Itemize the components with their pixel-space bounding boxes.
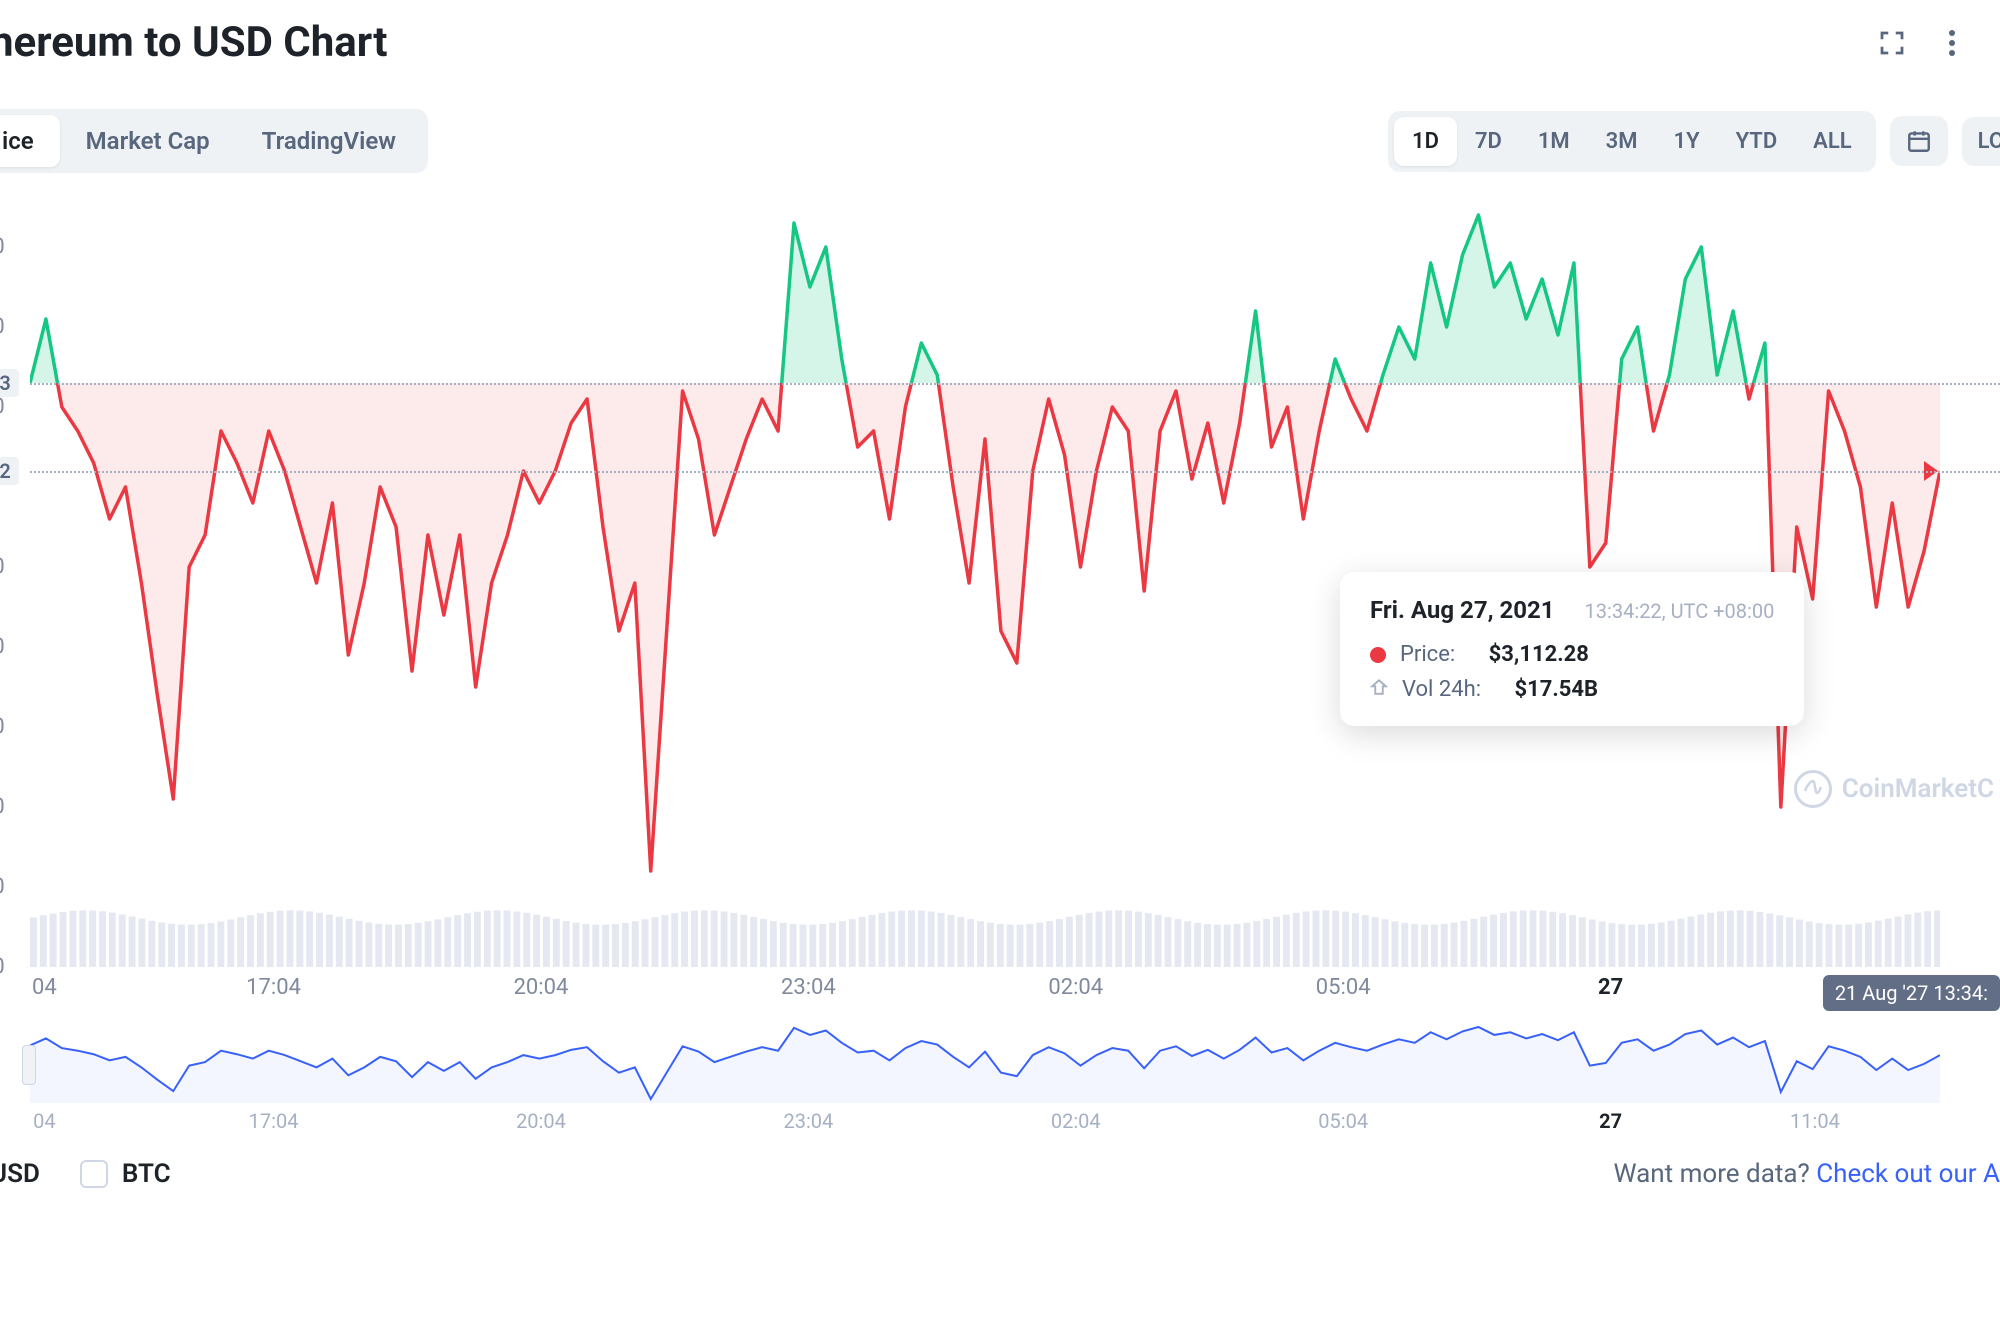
- tab-tradingview[interactable]: TradingView: [236, 115, 422, 167]
- y-tick-label: 80: [0, 715, 5, 740]
- range-1d[interactable]: 1D: [1394, 117, 1457, 166]
- fullscreen-icon[interactable]: [1874, 25, 1910, 61]
- x-tick-label: 27: [1598, 975, 1623, 1000]
- volume-icon: [1370, 677, 1388, 702]
- nav-x-tick-label: 02:04: [1051, 1109, 1101, 1133]
- range-7d[interactable]: 7D: [1457, 117, 1520, 166]
- currency-toggle-usd[interactable]: USD: [0, 1159, 40, 1189]
- x-tick-label: 17:04: [246, 975, 301, 1000]
- tooltip-time: 13:34:22, UTC +08:00: [1585, 599, 1775, 623]
- range-all[interactable]: ALL: [1795, 117, 1869, 166]
- x-tick-label: 23:04: [781, 975, 836, 1000]
- navigator-chart[interactable]: [30, 1023, 1940, 1103]
- range-ytd[interactable]: YTD: [1718, 117, 1796, 166]
- nav-x-tick-label: 17:04: [249, 1109, 299, 1133]
- tab-market-cap[interactable]: Market Cap: [60, 115, 236, 167]
- range-1y[interactable]: 1Y: [1656, 117, 1718, 166]
- currency-label: BTC: [122, 1159, 171, 1189]
- nav-x-tick-label: 11:04: [1790, 1109, 1840, 1133]
- x-tick-label: 04: [32, 975, 57, 1000]
- nav-x-tick-label: 27: [1599, 1109, 1622, 1133]
- currency-toggle-btc[interactable]: BTC: [80, 1159, 171, 1189]
- nav-x-tick-label: 05:04: [1318, 1109, 1368, 1133]
- y-tick-label: 30: [0, 315, 5, 340]
- chart-type-tabs: iceMarket CapTradingView: [0, 109, 428, 173]
- nav-x-tick-label: 04: [33, 1109, 55, 1133]
- tab-ice[interactable]: ice: [0, 115, 60, 167]
- y-tick-label: 90: [0, 635, 5, 660]
- price-tooltip: Fri. Aug 27, 2021 13:34:22, UTC +08:00 P…: [1340, 572, 1804, 726]
- footer-cta-link[interactable]: Check out our A: [1816, 1159, 2000, 1189]
- y-tick-label: 70: [0, 795, 5, 820]
- calendar-button[interactable]: [1890, 116, 1948, 166]
- ref-line: [30, 383, 2000, 385]
- x-tick-label: 02:04: [1048, 975, 1103, 1000]
- ref-line-label: 12: [0, 457, 19, 485]
- x-tick-label: 20:04: [514, 975, 569, 1000]
- time-range-group: 1D7D1M3M1YYTDALL: [1388, 111, 1876, 172]
- time-badge: 21 Aug '27 13:34:: [1823, 975, 2000, 1011]
- watermark-logo-icon: [1794, 770, 1832, 808]
- range-1m[interactable]: 1M: [1520, 117, 1588, 166]
- ref-line-label: 23: [0, 369, 19, 397]
- currency-label: USD: [0, 1159, 40, 1189]
- checkbox-icon: [80, 1160, 108, 1188]
- page-title: hereum to USD Chart: [0, 18, 387, 67]
- more-icon[interactable]: [1934, 25, 1970, 61]
- nav-x-tick-label: 23:04: [783, 1109, 833, 1133]
- y-tick-label: 60: [0, 875, 5, 900]
- navigator-handle-left[interactable]: [22, 1045, 36, 1085]
- y-tick-label: 40: [0, 235, 5, 260]
- log-scale-button[interactable]: LO: [1962, 117, 2000, 166]
- range-3m[interactable]: 3M: [1588, 117, 1656, 166]
- tooltip-date: Fri. Aug 27, 2021: [1370, 596, 1555, 624]
- ref-line: [30, 471, 2000, 473]
- price-dot-icon: [1370, 647, 1386, 663]
- footer-cta: Want more data? Check out our A: [1614, 1159, 2000, 1189]
- y-tick-label: 20: [0, 395, 5, 420]
- x-tick-label: 05:04: [1316, 975, 1371, 1000]
- nav-x-tick-label: 20:04: [516, 1109, 566, 1133]
- y-tick-label: 00: [0, 555, 5, 580]
- watermark: CoinMarketC: [1794, 770, 1994, 808]
